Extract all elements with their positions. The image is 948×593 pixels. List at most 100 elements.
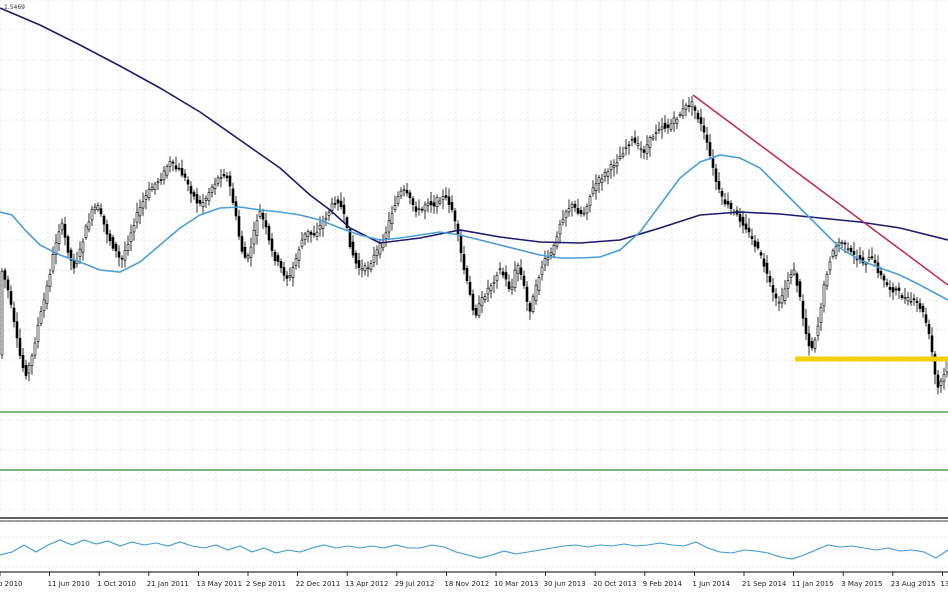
candle-body [942, 374, 946, 382]
candle-body [444, 195, 448, 198]
candle-body [219, 176, 223, 179]
candle-body [930, 335, 934, 353]
candle-body [492, 281, 496, 284]
candle-body [471, 293, 475, 311]
candle-body [708, 142, 712, 156]
candle-body [753, 240, 757, 247]
candle-body [888, 287, 892, 290]
x-tick-label: 13 Apr 2012 [345, 580, 388, 588]
candle-body [915, 300, 919, 303]
candle-body [369, 263, 373, 270]
candle-body [357, 260, 361, 269]
candle-body [600, 178, 604, 183]
candle-body [657, 129, 661, 131]
candle-body [630, 138, 634, 141]
candle-body [276, 255, 280, 262]
candle-body [765, 262, 769, 274]
candle-body [714, 168, 718, 182]
candle-body [522, 275, 526, 286]
candle-body [693, 106, 697, 111]
candle-body [591, 187, 595, 194]
candle-body [834, 246, 838, 256]
candle-body [768, 276, 772, 283]
candle-body [66, 236, 70, 253]
candle-body [534, 284, 538, 301]
candle-body [681, 108, 685, 117]
candle-body [849, 247, 853, 252]
candle-body [789, 274, 793, 278]
candle-body [345, 217, 349, 229]
candle-body [9, 291, 13, 305]
candle-body [396, 196, 400, 204]
candle-body [363, 265, 367, 272]
x-tick-label: 1 Oct 2010 [97, 580, 136, 588]
candle-body [18, 338, 22, 356]
candle-body [264, 220, 268, 228]
candle-body [282, 267, 286, 276]
candle-body [327, 211, 331, 216]
candle-body [621, 153, 625, 157]
candle-body [672, 117, 676, 124]
candle-body [543, 258, 547, 266]
candle-body [606, 171, 610, 177]
x-tick-label: 21 Sep 2014 [742, 580, 787, 588]
x-tick-label: 9 Feb 2014 [643, 580, 683, 588]
candle-body [636, 143, 640, 146]
candle-body [777, 301, 781, 304]
candle-body [759, 252, 763, 256]
candle-body [711, 158, 715, 168]
candle-body [399, 190, 403, 197]
candle-body [3, 270, 7, 280]
grid [0, 0, 948, 568]
candle-body [93, 206, 97, 211]
candle-body [252, 230, 256, 245]
candle-body [129, 232, 133, 242]
candle-body [195, 194, 199, 204]
candle-body [78, 248, 82, 257]
candle-body [261, 212, 265, 220]
x-tick-label: 29 Jul 2012 [395, 580, 435, 588]
candle-body [312, 233, 316, 236]
candle-body [180, 168, 184, 176]
candle-body [825, 274, 829, 287]
candle-body [519, 267, 523, 276]
candle-body [354, 252, 358, 264]
candle-body [837, 241, 841, 246]
candle-body [453, 210, 457, 222]
candle-body [63, 223, 67, 238]
candle-body [495, 274, 499, 282]
candle-body [333, 203, 337, 205]
candle-body [933, 354, 937, 375]
candle-body [654, 132, 658, 134]
candle-body [72, 260, 76, 269]
candle-body [498, 268, 502, 271]
candle-body [618, 156, 622, 160]
candle-body [378, 242, 382, 255]
candle-body [228, 175, 232, 187]
candle-body [642, 149, 646, 153]
candle-body [375, 249, 379, 256]
candle-body [939, 380, 943, 386]
candle-body [624, 146, 628, 149]
candle-body [726, 201, 730, 205]
candle-body [846, 248, 850, 251]
candle-body [456, 223, 460, 235]
candle-body [882, 275, 886, 281]
candle-body [750, 236, 754, 239]
candle-body [102, 215, 106, 225]
candle-body [615, 162, 619, 167]
candle-body [903, 297, 907, 300]
candle-body [843, 242, 847, 245]
candle-body [648, 137, 652, 148]
candle-body [408, 192, 412, 198]
candle-body [690, 101, 694, 108]
candle-body [813, 339, 817, 349]
candle-body [147, 188, 151, 198]
candle-body [237, 216, 241, 237]
candle-body [702, 125, 706, 133]
x-tick-label: 18 Nov 2012 [444, 580, 489, 588]
candle-body [60, 222, 64, 231]
candle-body [771, 285, 775, 293]
candle-body [420, 208, 424, 211]
candle-body [741, 217, 745, 226]
